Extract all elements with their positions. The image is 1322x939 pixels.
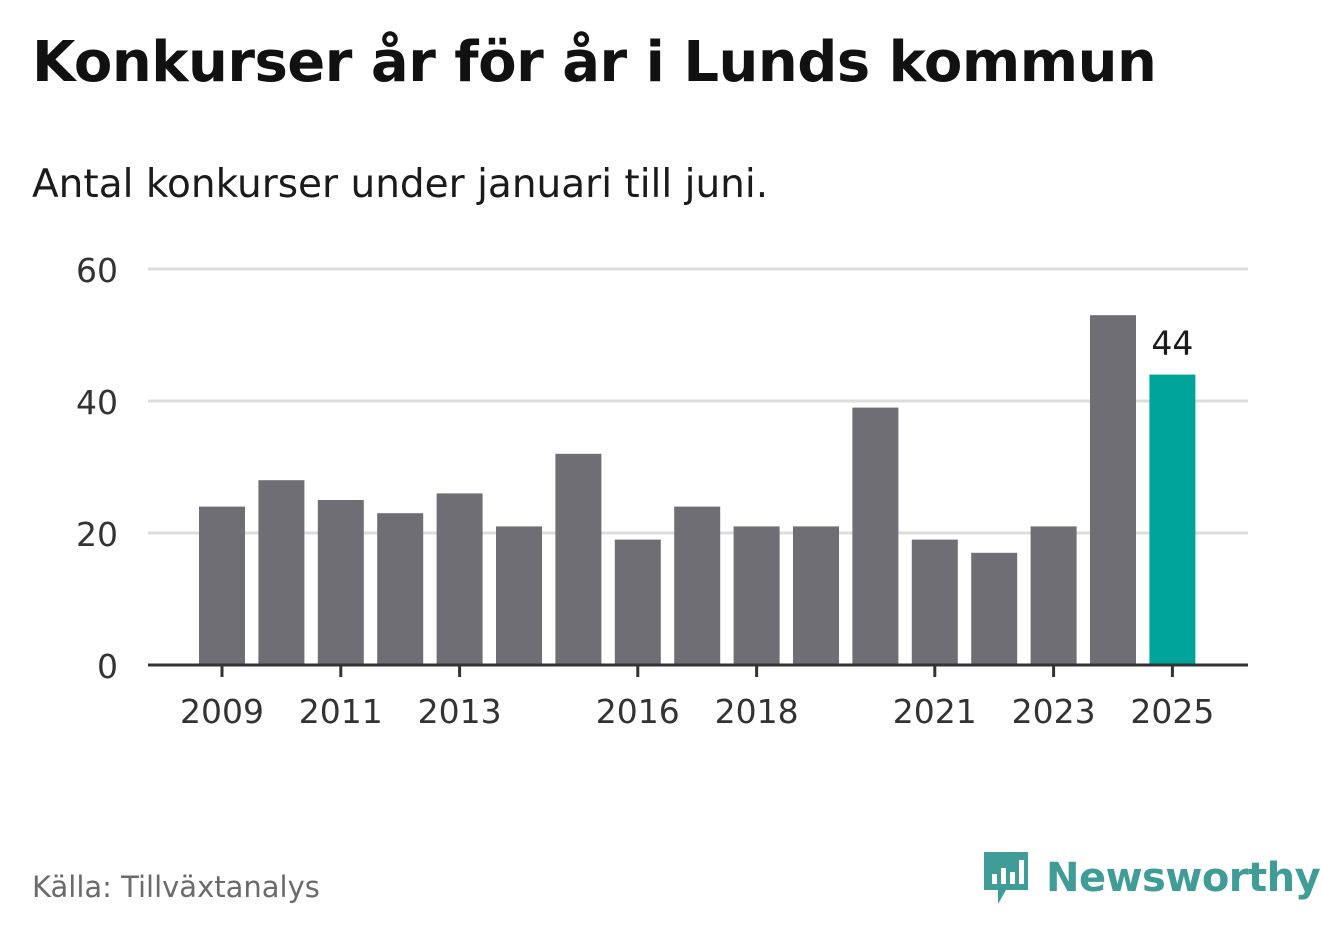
chart-subtitle: Antal konkurser under januari till juni. — [32, 162, 769, 207]
bar-2018 — [733, 526, 780, 665]
y-tick-label: 20 — [76, 515, 118, 554]
bar-2015 — [555, 453, 602, 665]
bar-2024 — [1090, 315, 1136, 665]
x-tick-label: 2018 — [715, 692, 799, 731]
bar-2013 — [436, 493, 483, 665]
bar-2023 — [1030, 526, 1077, 665]
newsworthy-logo-icon — [984, 852, 1028, 904]
x-tick-label: 2023 — [1012, 692, 1096, 731]
bar-2022 — [971, 552, 1018, 665]
bar-chart: 0 20 40 60 2009 2011 2013 2016 2018 2021 2023 2025 4… — [76, 251, 1248, 731]
brand-name: Newsworthy — [1046, 855, 1321, 901]
bar-2020 — [852, 407, 899, 665]
x-tick-label: 2021 — [893, 692, 977, 731]
bar-2014 — [496, 526, 542, 665]
x-tick-label: 2025 — [1130, 692, 1214, 731]
bar-2010 — [258, 480, 305, 665]
x-tick-label: 2009 — [180, 692, 264, 731]
x-tick-label: 2011 — [299, 692, 383, 731]
bar-2016 — [614, 539, 661, 665]
y-tick-label: 40 — [76, 383, 118, 422]
y-tick-label: 0 — [97, 647, 118, 686]
brand-logo: Newsworthy — [980, 848, 1321, 908]
bar-2019 — [793, 526, 839, 665]
chart-title: Konkurser år för år i Lunds kommun — [32, 30, 1157, 95]
x-tick-label: 2013 — [418, 692, 502, 731]
x-tick-label: 2016 — [596, 692, 680, 731]
bar-2009 — [199, 506, 245, 665]
bar-2017 — [674, 506, 721, 665]
y-tick-label: 60 — [76, 251, 118, 290]
bar-2012 — [377, 513, 424, 665]
bar-2011 — [317, 500, 364, 665]
bar-2021 — [911, 539, 958, 665]
source-note: Källa: Tillväxtanalys — [32, 870, 320, 904]
bar-2025 — [1149, 374, 1196, 665]
data-label: 44 — [1151, 324, 1193, 363]
